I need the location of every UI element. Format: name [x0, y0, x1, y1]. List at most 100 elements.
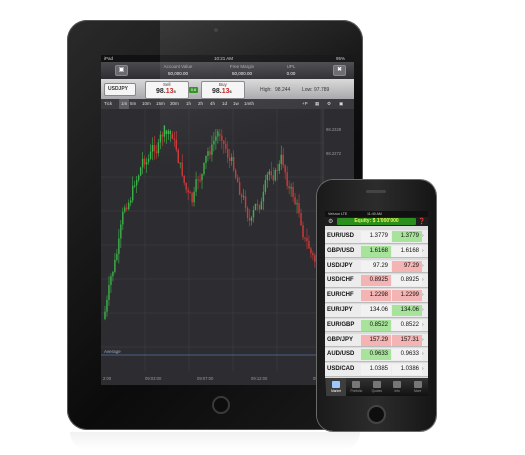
- sell-label: Sell: [163, 82, 171, 87]
- sell-price-cell[interactable]: 0.8925: [361, 275, 391, 287]
- candle-body: [284, 165, 286, 173]
- sell-price-cell[interactable]: 97.29: [361, 260, 391, 272]
- candle-body: [118, 238, 120, 254]
- buy-price-cell[interactable]: 0.8925: [392, 275, 422, 287]
- gear-icon[interactable]: ⚙: [328, 219, 334, 225]
- candle-body: [288, 186, 290, 189]
- ipad-home-button[interactable]: [212, 396, 230, 414]
- timeframe-1w[interactable]: 1w: [233, 101, 239, 106]
- time-tick-label: 09:07:00: [197, 376, 214, 381]
- tab-info[interactable]: Info: [387, 378, 407, 396]
- candle-body: [207, 151, 209, 156]
- candle-body: [120, 224, 122, 239]
- buy-price-cell[interactable]: 1.3779: [392, 231, 422, 242]
- candle-body: [199, 179, 201, 181]
- buy-price-cell[interactable]: 0.8522: [392, 319, 422, 331]
- iphone-home-button[interactable]: [367, 405, 386, 424]
- candle-body: [270, 171, 273, 176]
- clock: 11:40 AM: [367, 212, 382, 216]
- timeframe-30m[interactable]: 30m: [170, 101, 179, 106]
- pair-label: USD/CAD: [327, 366, 355, 373]
- buy-price-cell[interactable]: 0.9633: [392, 349, 422, 361]
- candle-body: [248, 217, 251, 221]
- buy-button[interactable]: Buy 98.136: [201, 81, 245, 99]
- quote-row[interactable]: USD/CAD 1.0385 1.0386 ›: [325, 363, 428, 377]
- buy-price-cell[interactable]: 97.29: [392, 260, 422, 272]
- account-bar: ▣ Account Value 50,000.00 Free Margin 50…: [101, 62, 354, 79]
- carrier-label: iPad: [104, 56, 114, 61]
- timeframe-1d[interactable]: 1d: [222, 101, 228, 106]
- sell-price-cell[interactable]: 0.8522: [361, 319, 391, 331]
- tab-quotes[interactable]: Quotes: [367, 378, 387, 396]
- settings-icon[interactable]: ⚙: [327, 101, 332, 106]
- candle-body: [296, 203, 298, 205]
- candle-body: [110, 276, 112, 286]
- buy-price-cell[interactable]: 1.2299: [392, 290, 422, 302]
- tab-market[interactable]: Market: [326, 378, 346, 396]
- sell-price-cell[interactable]: 157.29: [361, 334, 391, 346]
- expand-icon[interactable]: ▣: [339, 101, 344, 106]
- quote-row[interactable]: AUD/USD 0.9633 0.9633 ›: [325, 348, 428, 362]
- candle-body: [217, 131, 219, 137]
- quote-row[interactable]: EUR/GBP 0.8522 0.8522 ›: [325, 318, 428, 333]
- candle-body: [149, 151, 152, 159]
- tab-more[interactable]: More: [408, 378, 428, 396]
- buy-price: 98.136: [212, 88, 232, 95]
- candle-body: [126, 207, 128, 210]
- sell-price-cell[interactable]: 134.06: [361, 305, 391, 316]
- sell-price-cell[interactable]: 0.9633: [361, 349, 391, 361]
- timeframe-15m[interactable]: 15m: [156, 101, 165, 106]
- sell-price-cell[interactable]: 1.3779: [361, 231, 391, 242]
- grid-icon[interactable]: ▦: [315, 101, 320, 106]
- quote-row[interactable]: EUR/CHF 1.2298 1.2299 ›: [325, 289, 428, 303]
- candle-body: [233, 157, 235, 171]
- buy-price-cell[interactable]: 134.06: [392, 305, 422, 316]
- timeframe-tick[interactable]: Tick: [104, 101, 113, 106]
- camera-icon[interactable]: ▣: [115, 65, 128, 76]
- timeframe-1h[interactable]: 1h: [186, 101, 192, 106]
- candle-body: [108, 285, 110, 300]
- candle-body: [254, 203, 257, 210]
- quote-row[interactable]: EUR/JPY 134.06 134.06 ›: [325, 304, 428, 318]
- help-icon[interactable]: ❓: [418, 219, 426, 225]
- candle-body: [134, 185, 136, 187]
- candle-body: [280, 154, 282, 164]
- buy-price-cell[interactable]: 1.6168: [392, 245, 422, 257]
- timeframe-5m[interactable]: 5m: [130, 101, 137, 106]
- candle-body: [135, 180, 138, 186]
- iphone-speaker: [366, 190, 386, 193]
- quote-row[interactable]: GBP/USD 1.6168 1.6168 ›: [325, 244, 428, 259]
- candle-body: [306, 238, 308, 241]
- chevron-right-icon: ›: [422, 336, 424, 343]
- pair-label: EUR/GBP: [327, 321, 355, 328]
- symbol-button[interactable]: USDJPY: [104, 83, 136, 96]
- timeframe-10m[interactable]: 10m: [142, 101, 151, 106]
- symbol-label: USDJPY: [108, 86, 129, 92]
- candle-body: [215, 136, 217, 141]
- timeframe-2h[interactable]: 2h: [198, 101, 204, 106]
- tab-portfolio[interactable]: Portfolio: [346, 378, 366, 396]
- quote-row[interactable]: USD/JPY 97.29 97.29 ›: [325, 259, 428, 274]
- sell-price-cell[interactable]: 1.2298: [361, 290, 391, 302]
- candlestick-chart[interactable]: Average 98.2328 98.2272 2:00 09:03:00 09:07:0…: [101, 109, 354, 385]
- sell-price-cell[interactable]: 1.0385: [361, 364, 391, 376]
- timeframe-1m[interactable]: 1m: [119, 99, 130, 109]
- tab-label: Market: [331, 389, 341, 393]
- quote-row[interactable]: GBP/JPY 157.29 157.31 ›: [325, 333, 428, 348]
- sell-price-cell[interactable]: 1.6168: [361, 245, 391, 257]
- buy-price-cell[interactable]: 1.0386: [392, 364, 422, 376]
- sell-price: 98.135: [156, 88, 176, 95]
- upl-label: UPL: [286, 64, 296, 69]
- tab-label: Quotes: [371, 389, 382, 393]
- timeframe-4h[interactable]: 4h: [210, 101, 216, 106]
- candle-body: [231, 157, 233, 162]
- buy-price-cell[interactable]: 157.31: [392, 334, 422, 346]
- settings-icon[interactable]: ✖: [333, 65, 346, 76]
- timeframe-1mth[interactable]: 1mth: [244, 101, 255, 106]
- quote-row[interactable]: EUR/USD 1.3779 1.3779 ›: [325, 230, 428, 244]
- sell-button[interactable]: Sell 98.135: [145, 81, 189, 99]
- candle-body: [197, 179, 199, 181]
- pair-label: EUR/JPY: [327, 307, 353, 313]
- quote-row[interactable]: USD/CHF 0.8925 0.8925 ›: [325, 274, 428, 288]
- draw-icon[interactable]: +P: [302, 101, 308, 106]
